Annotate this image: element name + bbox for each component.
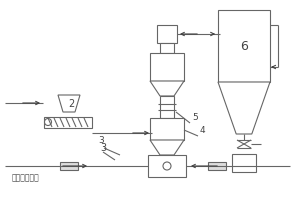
Bar xyxy=(208,162,226,170)
Polygon shape xyxy=(218,82,270,134)
Text: 3: 3 xyxy=(100,143,106,153)
Bar xyxy=(44,117,92,128)
Text: 5: 5 xyxy=(192,113,198,122)
Circle shape xyxy=(163,162,171,170)
Polygon shape xyxy=(58,95,80,112)
Bar xyxy=(157,25,177,43)
Circle shape xyxy=(44,118,52,126)
Bar xyxy=(160,96,174,118)
Bar xyxy=(148,155,186,177)
Bar xyxy=(150,53,184,81)
Bar xyxy=(218,10,270,82)
Bar xyxy=(150,118,184,140)
Text: 4: 4 xyxy=(200,126,206,135)
Bar xyxy=(60,162,78,170)
Text: 3: 3 xyxy=(98,136,104,145)
Text: 6: 6 xyxy=(240,40,248,52)
Text: 高温过热蒸汽: 高温过热蒸汽 xyxy=(12,173,40,182)
Bar xyxy=(232,154,256,172)
Polygon shape xyxy=(150,81,184,96)
Bar xyxy=(160,43,174,53)
Polygon shape xyxy=(150,140,184,155)
Text: 2: 2 xyxy=(68,99,74,109)
